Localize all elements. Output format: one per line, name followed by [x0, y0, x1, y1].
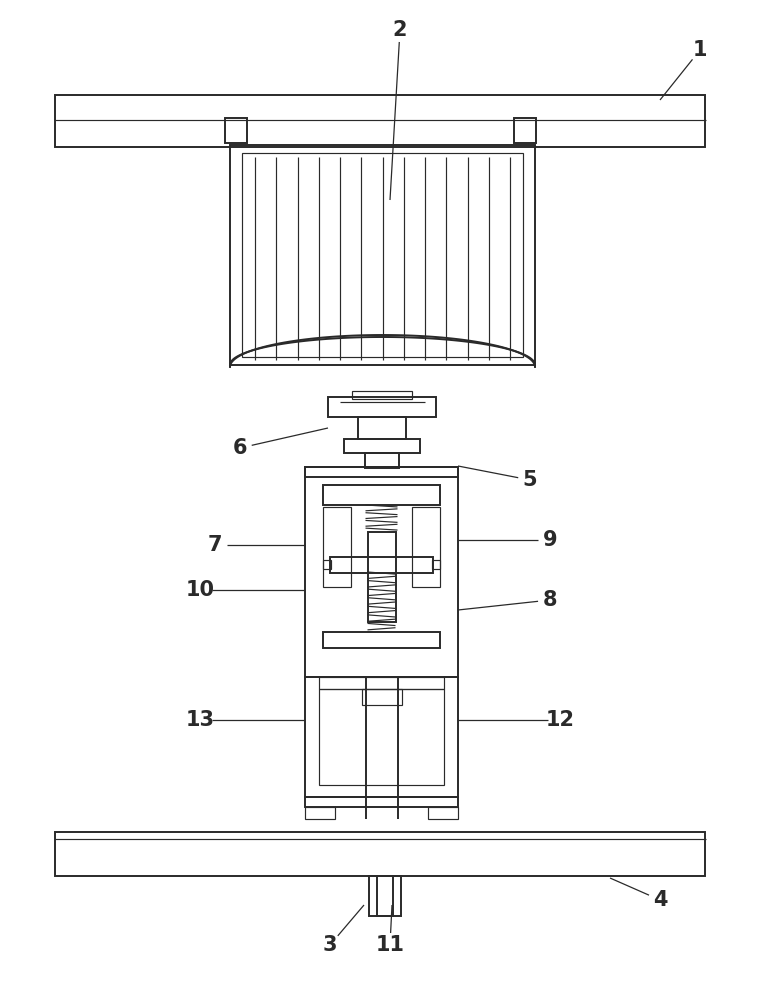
- Text: 10: 10: [186, 580, 215, 600]
- Bar: [428, 807, 458, 819]
- Bar: [514, 118, 536, 143]
- Bar: [323, 507, 351, 587]
- Bar: [323, 632, 440, 648]
- Bar: [319, 677, 444, 689]
- Text: 12: 12: [546, 710, 575, 730]
- Bar: [323, 485, 440, 505]
- Text: 5: 5: [523, 470, 537, 490]
- Bar: [368, 876, 393, 916]
- Text: 2: 2: [393, 20, 407, 40]
- Text: 9: 9: [543, 530, 557, 550]
- Text: 13: 13: [186, 710, 215, 730]
- Bar: [305, 797, 458, 807]
- Text: 6: 6: [233, 438, 247, 458]
- Bar: [305, 807, 335, 819]
- Bar: [55, 832, 705, 876]
- Bar: [305, 467, 458, 477]
- Bar: [352, 391, 412, 399]
- Text: 1: 1: [693, 40, 707, 60]
- Bar: [365, 453, 399, 468]
- Bar: [330, 557, 433, 573]
- Text: 3: 3: [323, 935, 337, 955]
- Text: 8: 8: [543, 590, 557, 610]
- Bar: [55, 95, 705, 147]
- Bar: [358, 417, 406, 439]
- Bar: [305, 467, 458, 677]
- Bar: [323, 560, 331, 569]
- Text: 11: 11: [375, 935, 405, 955]
- Text: 7: 7: [208, 535, 222, 555]
- Bar: [368, 532, 396, 622]
- Bar: [242, 153, 523, 357]
- Bar: [432, 560, 440, 569]
- Bar: [377, 876, 400, 916]
- Bar: [305, 677, 458, 797]
- Bar: [319, 689, 444, 785]
- Bar: [328, 397, 436, 417]
- Bar: [344, 439, 420, 453]
- Bar: [225, 118, 247, 143]
- Bar: [361, 689, 402, 705]
- Text: 4: 4: [653, 890, 667, 910]
- Bar: [230, 145, 535, 365]
- Bar: [412, 507, 440, 587]
